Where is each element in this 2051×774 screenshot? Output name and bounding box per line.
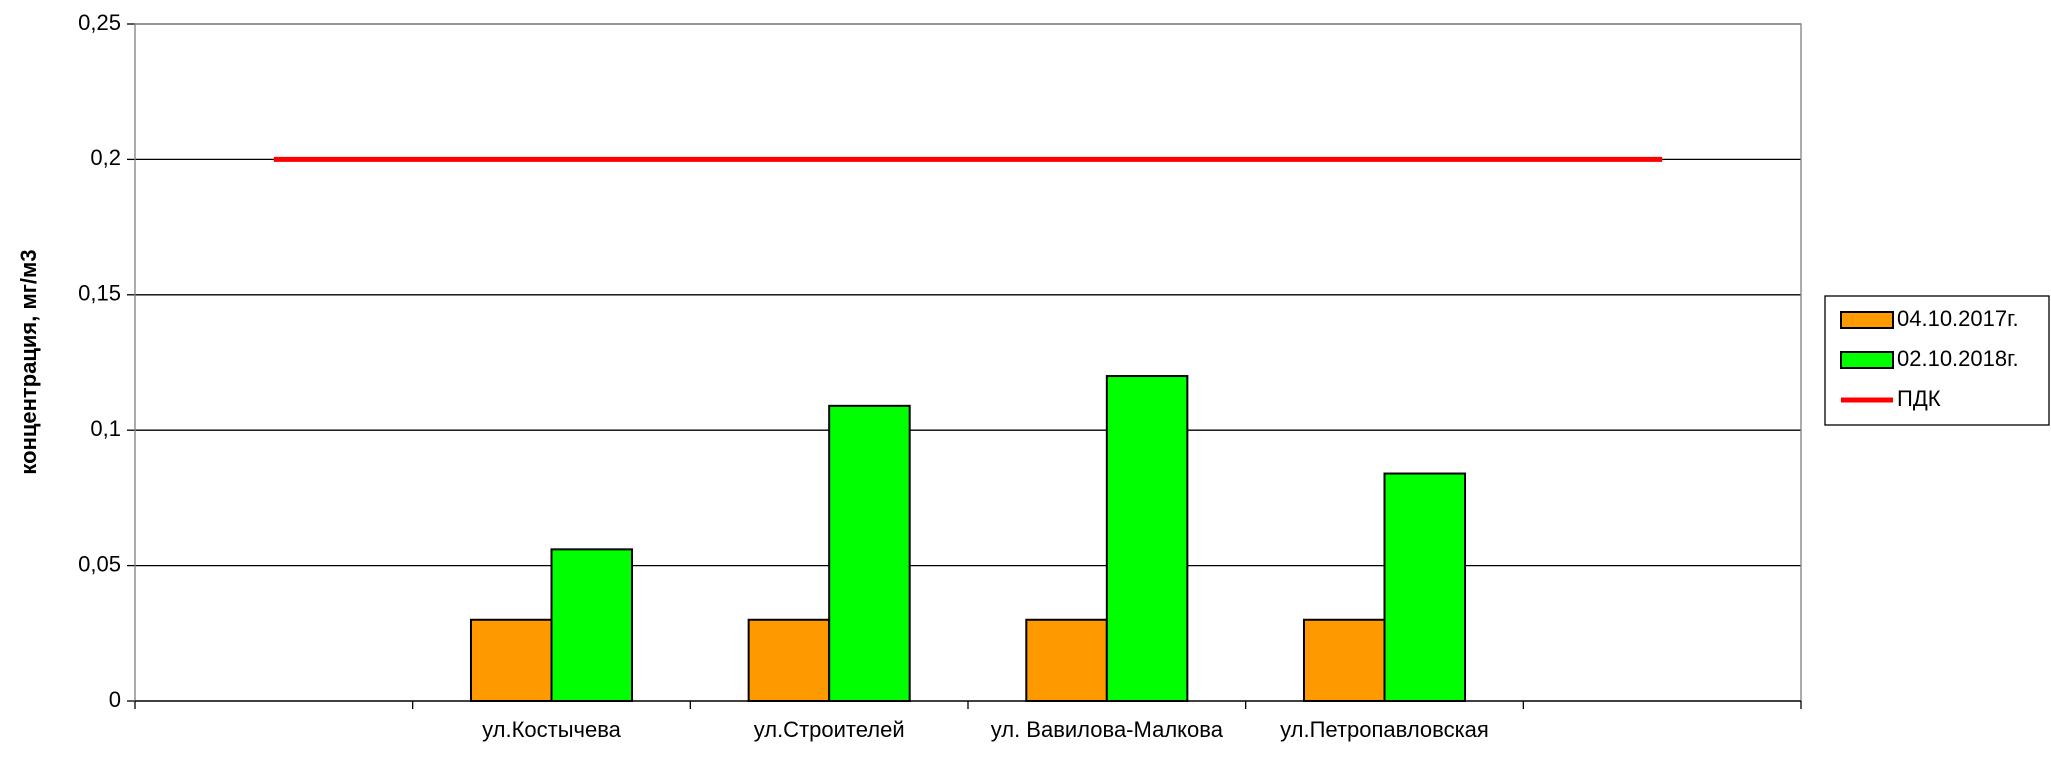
x-tick-label: ул.Костычева (482, 717, 622, 742)
y-tick-label: 0,1 (90, 416, 121, 441)
bar (747, 618, 831, 703)
x-tick-label: ул. Вавилова-Малкова (991, 717, 1224, 742)
y-axis-label: концентрация, мг/м3 (16, 249, 41, 474)
x-tick-label: ул.Петропавловская (1280, 717, 1489, 742)
bar (828, 404, 911, 702)
x-tick-label: ул.Строителей (754, 717, 905, 742)
bar (1302, 618, 1386, 703)
y-tick-label: 0,2 (90, 145, 121, 170)
legend-label: ПДК (1897, 386, 1941, 411)
legend-swatch (1840, 311, 1894, 329)
bar (469, 618, 553, 703)
plot-frame (134, 23, 1802, 702)
legend-swatch (1840, 351, 1894, 369)
y-tick-label: 0,05 (78, 551, 121, 576)
bar (550, 548, 634, 702)
bar (1105, 375, 1189, 702)
bar (1383, 472, 1467, 703)
y-tick-label: 0,15 (78, 281, 121, 306)
bar (1025, 618, 1108, 703)
y-tick-label: 0 (109, 687, 121, 712)
legend-label: 04.10.2017г. (1897, 306, 2019, 331)
legend-label: 02.10.2018г. (1897, 346, 2019, 371)
y-tick-label: 0,25 (78, 10, 121, 35)
